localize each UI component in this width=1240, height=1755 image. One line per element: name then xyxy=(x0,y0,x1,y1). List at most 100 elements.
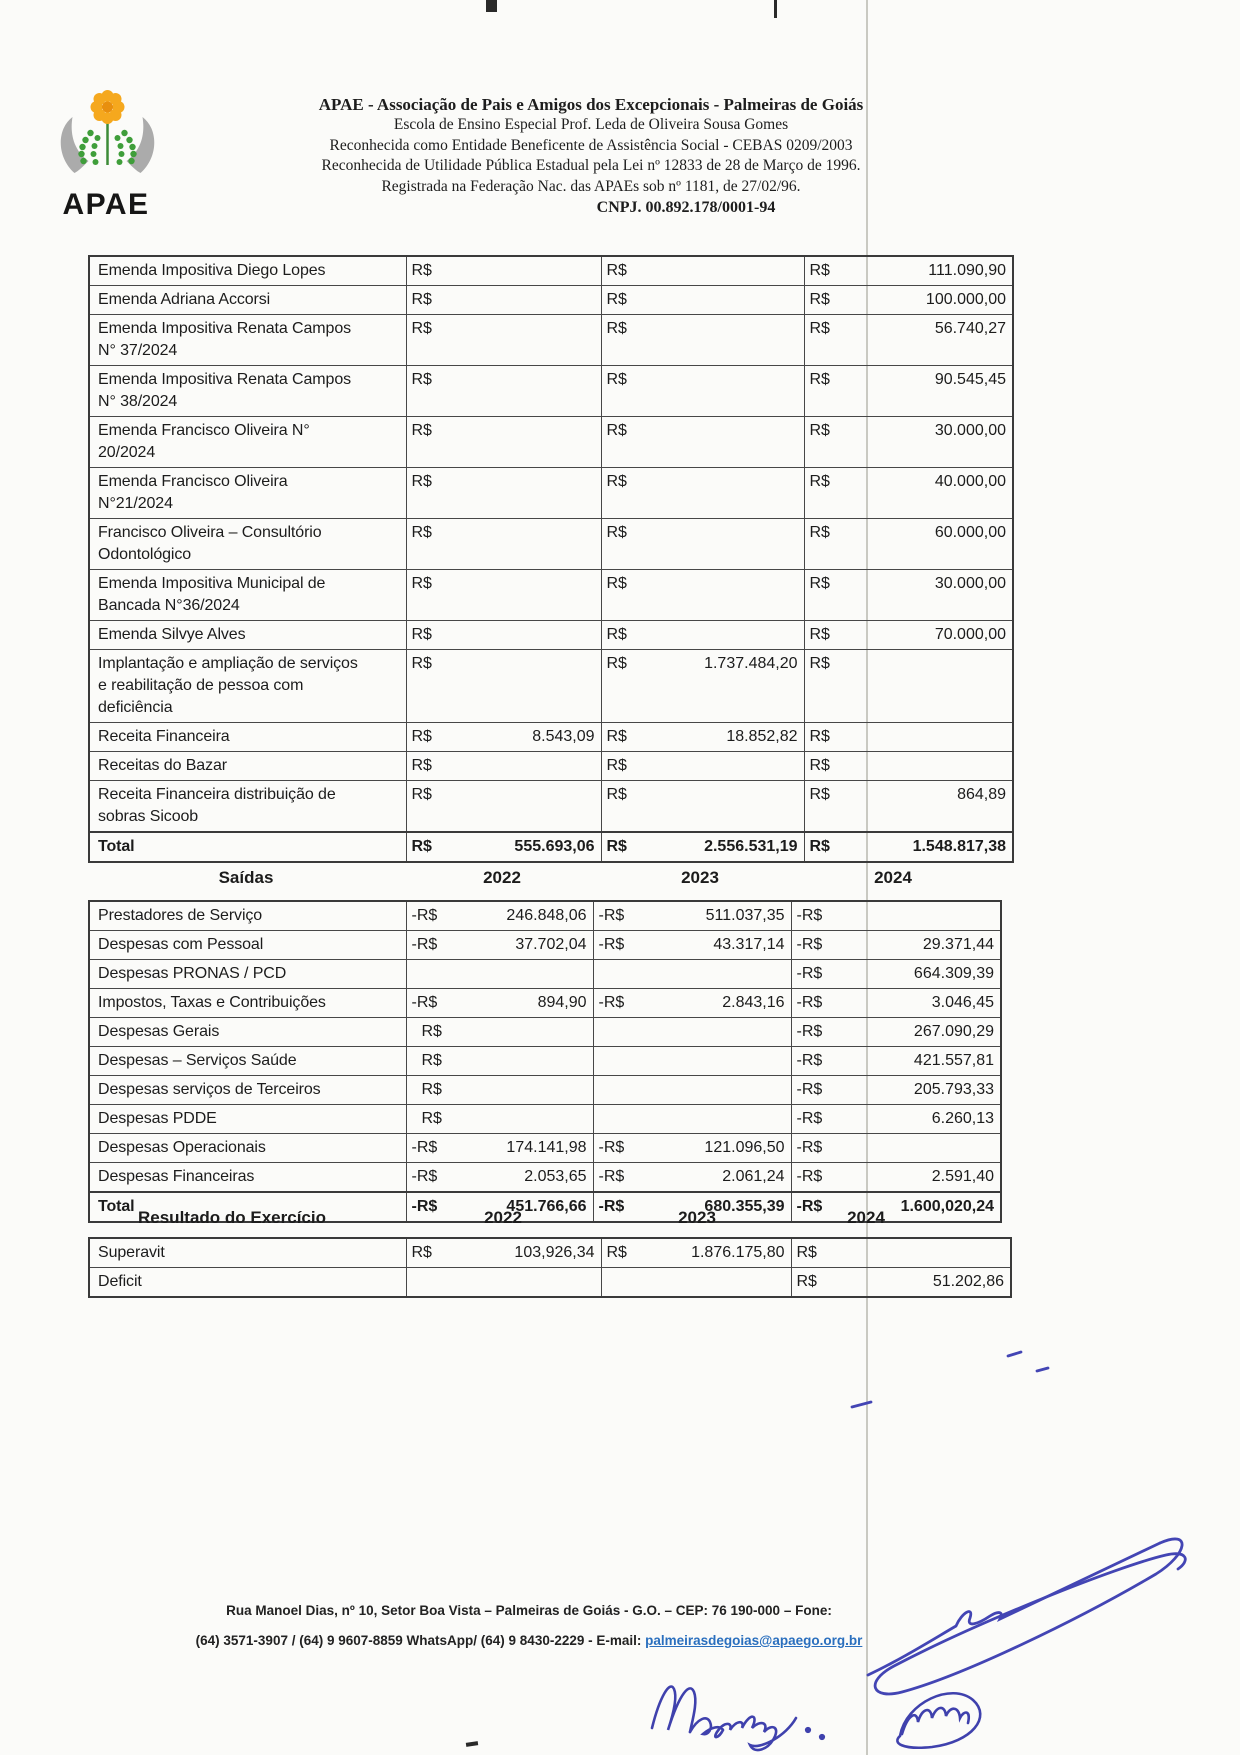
value-cell: 664.309,39 xyxy=(835,959,1002,989)
value-cell xyxy=(448,467,602,519)
value-cell: 267.090,29 xyxy=(835,1017,1002,1047)
value-cell: 18.852,82 xyxy=(643,722,805,752)
value-cell: 103,926,34 xyxy=(448,1237,602,1268)
table-row: Emenda Adriana Accorsi R$ R$ R$ 100.000,00 xyxy=(88,285,1014,315)
currency-cell: R$ xyxy=(803,620,846,650)
value-cell xyxy=(846,722,1014,752)
email-link[interactable]: palmeirasdegoias@apaego.org.br xyxy=(645,1633,863,1648)
currency-cell: -R$ xyxy=(592,930,635,960)
flower-center xyxy=(102,101,113,113)
resultado-year-2022: 2022 xyxy=(484,1208,522,1227)
value-cell: 246.848,06 xyxy=(450,900,594,931)
table-row: Prestadores de Serviço -R$ 246.848,06 -R$ 51… xyxy=(88,900,1002,931)
currency-cell: R$ xyxy=(600,722,643,752)
currency-cell: R$ xyxy=(600,314,643,366)
footer-phones-line: (64) 3571-3907 / (64) 9 9607-8859 WhatsA… xyxy=(0,1633,1058,1649)
currency-cell: R$ xyxy=(405,1075,450,1105)
currency-cell xyxy=(592,1104,635,1134)
row-label: Despesas Operacionais xyxy=(88,1133,407,1163)
row-label: Emenda Francisco Oliveira N°21/2024 xyxy=(88,467,407,519)
row-label: Emenda Impositiva Renata Campos N° 37/20… xyxy=(88,314,407,366)
org-line-school: Escola de Ensino Especial Prof. Leda de … xyxy=(393,116,789,133)
logo-wordmark: APAE xyxy=(62,188,150,221)
currency-cell: -R$ xyxy=(592,1191,635,1223)
value-cell: 40.000,00 xyxy=(846,467,1014,519)
table-row: Despesas Operacionais -R$ 174.141,98 -R$ 121… xyxy=(88,1133,1002,1163)
currency-cell: -R$ xyxy=(790,1075,835,1105)
row-label: Implantação e ampliação de serviços e re… xyxy=(88,649,407,723)
currency-cell: R$ xyxy=(803,416,846,468)
table-row: Emenda Impositiva Diego Lopes R$ R$ R$ 111.0… xyxy=(88,255,1014,286)
value-cell xyxy=(835,1133,1002,1163)
paper-fold-line xyxy=(866,0,868,1755)
table-row: Despesas Financeiras -R$ 2.053,65 -R$ 2.061,… xyxy=(88,1162,1002,1193)
value-cell xyxy=(643,1267,792,1298)
row-label: Emenda Silvye Alves xyxy=(88,620,407,650)
currency-cell: R$ xyxy=(405,649,448,723)
value-cell: 3.046,45 xyxy=(835,988,1002,1018)
currency-cell: R$ xyxy=(405,365,448,417)
table-row: Emenda Impositiva Renata Campos N° 37/20… xyxy=(88,314,1014,366)
row-label: Emenda Adriana Accorsi xyxy=(88,285,407,315)
value-cell: 205.793,33 xyxy=(835,1075,1002,1105)
row-label: Despesas – Serviços Saúde xyxy=(88,1046,407,1076)
currency-cell: -R$ xyxy=(592,988,635,1018)
currency-cell: -R$ xyxy=(790,1133,835,1163)
currency-cell: -R$ xyxy=(592,1162,635,1193)
org-line-cebas: Reconhecida como Entidade Beneficente de… xyxy=(329,136,853,154)
value-cell xyxy=(835,900,1002,931)
value-cell xyxy=(643,467,805,519)
row-label: Despesas com Pessoal xyxy=(88,930,407,960)
currency-cell: -R$ xyxy=(790,1104,835,1134)
currency-cell: R$ xyxy=(405,518,448,570)
row-label: Emenda Impositiva Renata Campos N° 38/20… xyxy=(88,365,407,417)
currency-cell: R$ xyxy=(803,722,846,752)
value-cell xyxy=(846,751,1014,781)
apae-logo-art xyxy=(60,90,155,173)
saidas-header-row: Saídas 2022 2023 2024 xyxy=(0,868,1240,892)
currency-cell: -R$ xyxy=(405,1133,450,1163)
currency-cell: R$ xyxy=(600,518,643,570)
currency-cell: R$ xyxy=(803,780,846,833)
value-cell xyxy=(835,1237,1012,1268)
currency-cell: R$ xyxy=(790,1267,835,1298)
value-cell: 29.371,44 xyxy=(835,930,1002,960)
value-cell xyxy=(643,285,805,315)
saidas-section-title: Saídas xyxy=(218,868,274,887)
value-cell: 30.000,00 xyxy=(846,416,1014,468)
value-cell: 174.141,98 xyxy=(450,1133,594,1163)
value-cell: 1.548.817,38 xyxy=(846,831,1014,863)
value-cell: 680.355,39 xyxy=(635,1191,792,1223)
value-cell xyxy=(635,1075,792,1105)
value-cell xyxy=(643,416,805,468)
value-cell xyxy=(448,780,602,833)
value-cell: 111.090,90 xyxy=(846,255,1014,286)
row-label: Despesas Financeiras xyxy=(88,1162,407,1193)
table-row: Deficit R$ 51.202,86 xyxy=(88,1267,1012,1298)
currency-cell: R$ xyxy=(803,751,846,781)
value-cell xyxy=(450,959,594,989)
currency-cell: R$ xyxy=(803,314,846,366)
currency-cell: -R$ xyxy=(790,1162,835,1193)
resultado-section-title: Resultado do Exercício xyxy=(138,1208,326,1227)
currency-cell xyxy=(592,1017,635,1047)
currency-cell: R$ xyxy=(600,467,643,519)
apae-flower-hands-logo-icon xyxy=(50,85,165,230)
table-row: Emenda Francisco Oliveira N°21/2024 R$ R$ R… xyxy=(88,467,1014,519)
currency-cell: R$ xyxy=(790,1237,835,1268)
value-cell xyxy=(643,314,805,366)
currency-cell xyxy=(592,1046,635,1076)
value-cell xyxy=(448,518,602,570)
value-cell xyxy=(448,751,602,781)
value-cell: 894,90 xyxy=(450,988,594,1018)
table-row: Francisco Oliveira – Consultório Odontol… xyxy=(88,518,1014,570)
currency-cell: R$ xyxy=(803,831,846,863)
currency-cell: R$ xyxy=(600,285,643,315)
table-row: Emenda Silvye Alves R$ R$ R$ 70.000,00 xyxy=(88,620,1014,650)
value-cell: 90.545,45 xyxy=(846,365,1014,417)
currency-cell: R$ xyxy=(803,569,846,621)
resultado-year-2023: 2023 xyxy=(678,1208,716,1227)
leaf-wreath xyxy=(78,129,137,165)
row-label: Deficit xyxy=(88,1267,407,1298)
value-cell xyxy=(635,1046,792,1076)
